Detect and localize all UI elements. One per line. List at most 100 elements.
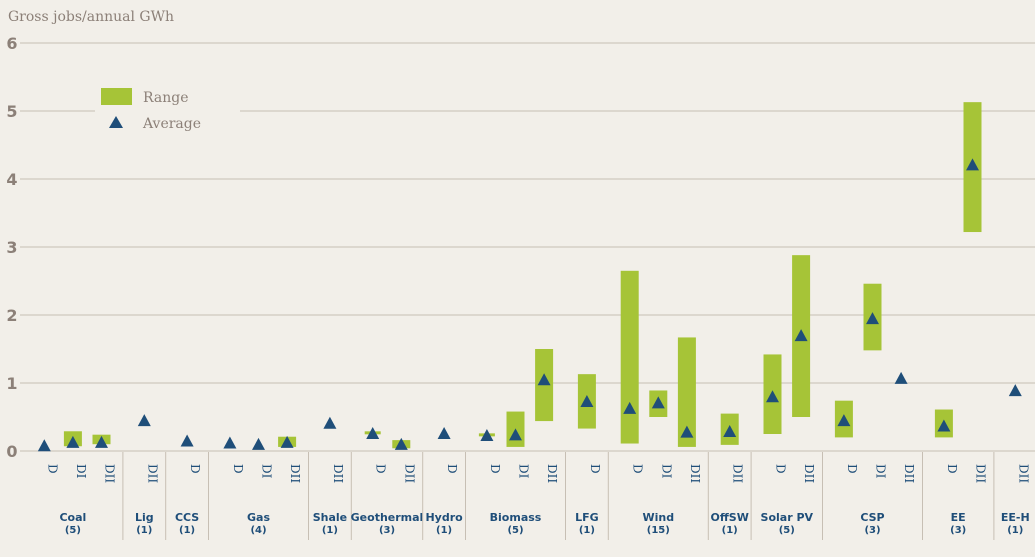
group-count-label: (1): [322, 525, 338, 536]
x-tick-label: DII: [331, 464, 345, 483]
average-marker: [894, 371, 908, 384]
average-marker: [794, 329, 808, 342]
x-tick-label: DII: [1016, 464, 1030, 483]
group-name-label: Hydro: [425, 511, 463, 524]
x-tick-label: D: [488, 464, 502, 474]
group-name-label: CSP: [860, 511, 884, 524]
y-tick-label: 5: [6, 102, 17, 121]
group-count-label: (1): [136, 525, 152, 536]
x-tick-label: D: [188, 464, 202, 474]
x-tick-label: D: [774, 464, 788, 474]
x-tick-label: DI: [659, 464, 673, 479]
y-tick-label: 1: [6, 374, 17, 393]
average-marker: [66, 435, 80, 448]
x-tick-label: DII: [402, 464, 416, 483]
group-count-label: (5): [507, 525, 523, 536]
group-name-label: CCS: [175, 511, 199, 524]
average-marker: [580, 395, 594, 408]
legend-range-label: Range: [143, 90, 188, 106]
x-tick-label: D: [445, 464, 459, 474]
x-tick-label: DI: [74, 464, 88, 479]
average-marker: [323, 416, 337, 429]
group-count-label: (1): [436, 525, 452, 536]
x-tick-label: DII: [688, 464, 702, 483]
x-tick-label: DII: [902, 464, 916, 483]
group-name-label: Coal: [59, 511, 86, 524]
range-bar: [620, 270, 639, 444]
group-name-label: EE: [951, 511, 966, 524]
average-marker: [223, 436, 237, 449]
group-name-label: EE-H: [1001, 511, 1030, 524]
x-tick-label: D: [45, 464, 59, 474]
x-tick-label: DII: [545, 464, 559, 483]
x-tick-label: DII: [974, 464, 988, 483]
x-tick-label: DII: [145, 464, 159, 483]
group-count-label: (1): [1007, 525, 1023, 536]
x-tick-label: D: [374, 464, 388, 474]
group-count-label: (1): [722, 525, 738, 536]
y-tick-label: 6: [6, 34, 17, 53]
group-count-label: (5): [65, 525, 81, 536]
x-tick-label: DII: [288, 464, 302, 483]
average-marker: [480, 429, 494, 442]
average-marker: [623, 401, 637, 414]
x-tick-label: DII: [802, 464, 816, 483]
x-tick-label: D: [588, 464, 602, 474]
group-name-label: Geothermal: [351, 511, 424, 524]
average-marker: [95, 435, 108, 448]
x-tick-label: DI: [517, 464, 531, 479]
group-count-label: (1): [179, 525, 195, 536]
group-name-label: Solar PV: [761, 511, 814, 524]
x-tick-label: DI: [874, 464, 888, 479]
group-count-label: (3): [379, 525, 395, 536]
group-count-label: (3): [950, 525, 966, 536]
average-marker: [37, 439, 51, 452]
x-tick-label: DI: [260, 464, 274, 479]
average-marker: [866, 312, 879, 325]
y-tick-labels: 0 1 2 3 4 5 6: [6, 34, 17, 461]
average-marker: [437, 427, 451, 439]
x-tick-label: D: [231, 464, 245, 474]
average-marker: [252, 437, 265, 450]
x-tick-label: D: [945, 464, 959, 474]
average-marker: [394, 437, 408, 450]
legend-average-label: Average: [142, 116, 201, 132]
average-markers: [37, 158, 1022, 452]
group-count-label: (4): [250, 525, 266, 536]
legend: Range Average: [95, 82, 240, 134]
x-tick-label: D: [845, 464, 859, 474]
average-marker: [723, 424, 737, 437]
group-name-label: Wind: [642, 511, 674, 524]
group-name-label: OffSW: [711, 511, 749, 524]
x-tick-label: DII: [731, 464, 745, 483]
x-tick-label: DII: [103, 464, 117, 483]
group-name-label: Lig: [135, 511, 154, 524]
group-count-label: (5): [779, 525, 795, 536]
average-marker: [537, 373, 551, 386]
average-marker: [180, 434, 194, 447]
legend-average-triangle-icon: [109, 116, 123, 128]
group-name-label: Biomass: [490, 511, 542, 524]
group-count-label: (15): [647, 525, 670, 536]
y-tick-label: 0: [6, 442, 17, 461]
group-name-label: Gas: [247, 511, 270, 524]
average-marker: [651, 396, 665, 409]
y-tick-label: 3: [6, 238, 17, 257]
range-bars: [63, 102, 982, 449]
x-tick-label: D: [631, 464, 645, 474]
y-tick-label: 4: [6, 170, 17, 189]
average-marker: [966, 158, 979, 171]
group-name-label: LFG: [575, 511, 599, 524]
average-marker: [680, 425, 694, 438]
average-marker: [766, 390, 779, 403]
average-marker: [280, 435, 294, 448]
y-axis-title: Gross jobs/annual GWh: [8, 9, 174, 25]
average-marker: [1008, 384, 1022, 397]
legend-range-swatch: [101, 88, 132, 105]
average-marker: [509, 428, 522, 441]
group-count-label: (3): [864, 525, 880, 536]
group-name-label: Shale: [313, 511, 347, 524]
average-marker: [137, 414, 151, 427]
